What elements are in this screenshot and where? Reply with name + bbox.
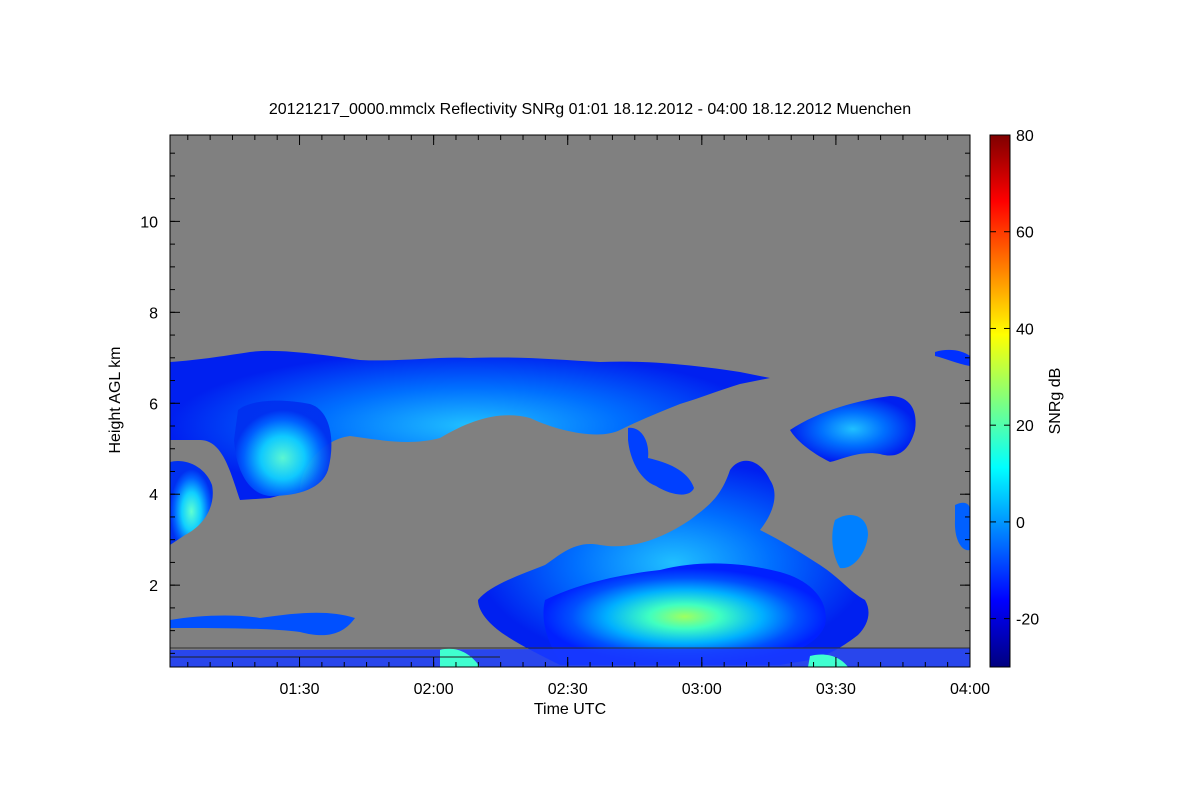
- x-axis: 01:30 02:00 02:30 03:00 03:30 04:00: [187, 135, 990, 698]
- y-axis: 2 4 6 8 10: [140, 152, 970, 654]
- colorbar-tick-label: 40: [1016, 321, 1034, 338]
- echo-cell-tower: [832, 515, 868, 569]
- plot-frame: [169, 134, 971, 668]
- colorbar-tick-label: 60: [1016, 225, 1034, 242]
- echo-right-edge: [954, 502, 970, 551]
- echo-small-patch: [628, 427, 694, 495]
- y-tick-label: 10: [140, 214, 158, 231]
- echo-top-right: [935, 349, 970, 366]
- colorbar: -20 0 20 40 60 80 SNRg dB: [989, 128, 1064, 668]
- y-tick-label: 2: [149, 578, 158, 595]
- echo-low-left-band: [170, 612, 355, 636]
- echo-ground-clutter: [170, 648, 970, 667]
- x-tick-label: 02:30: [548, 681, 588, 698]
- colorbar-tick-label: 80: [1016, 128, 1034, 145]
- colorbar-tick-label: 0: [1016, 515, 1025, 532]
- colorbar-tick-label: 20: [1016, 418, 1034, 435]
- y-tick-label: 6: [149, 396, 158, 413]
- colorbar-axis: -20 0 20 40 60 80: [990, 128, 1039, 629]
- colorbar-gradient: [989, 134, 1011, 668]
- x-tick-label: 04:00: [950, 681, 990, 698]
- echo-mid-right: [790, 396, 916, 462]
- x-tick-label: 02:00: [414, 681, 454, 698]
- echo-upper-layer: [170, 350, 770, 500]
- echo-left-low: [170, 460, 213, 545]
- echo-upper-core: [234, 400, 332, 496]
- x-axis-label: Time UTC: [534, 701, 606, 718]
- colorbar-tick-label: -20: [1016, 612, 1039, 629]
- colorbar-label: SNRg dB: [1047, 368, 1064, 435]
- plot-area: 01:30 02:00 02:30 03:00 03:30 04:00 2 4 6 8 10: [140, 134, 990, 698]
- radar-echoes: [170, 349, 970, 667]
- x-tick-label: 03:00: [682, 681, 722, 698]
- y-tick-label: 8: [149, 305, 158, 322]
- x-tick-label: 01:30: [280, 681, 320, 698]
- echo-convective-core: [543, 563, 826, 660]
- y-axis-label: Height AGL km: [107, 346, 124, 453]
- chart-title: 20121217_0000.mmclx Reflectivity SNRg 01…: [269, 101, 911, 118]
- y-tick-label: 4: [149, 487, 158, 504]
- x-tick-label: 03:30: [816, 681, 856, 698]
